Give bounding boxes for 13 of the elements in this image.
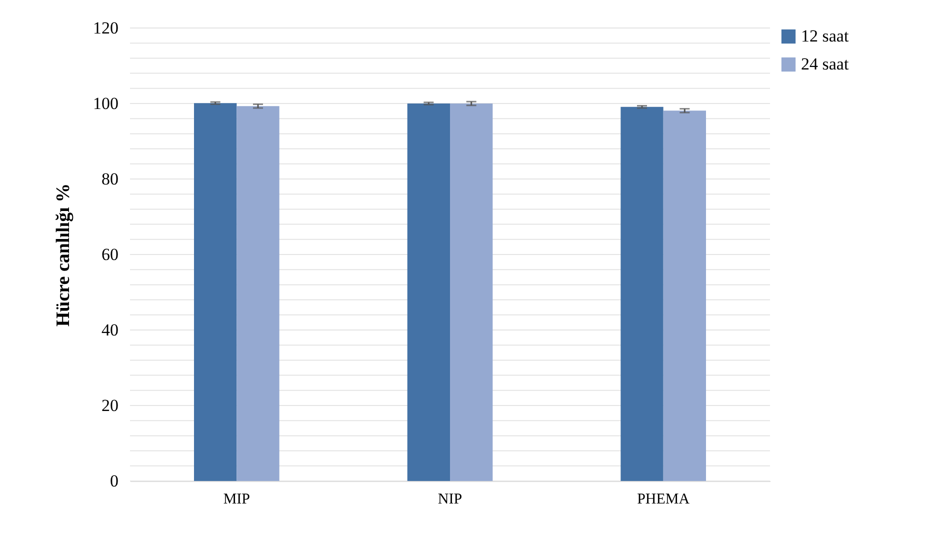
legend-label: 12 saat — [801, 26, 849, 46]
x-tick-label: PHEMA — [637, 492, 690, 508]
y-tick-label: 120 — [93, 18, 118, 38]
y-tick-label: 60 — [102, 245, 118, 264]
y-tick-label: 80 — [102, 170, 118, 188]
y-tick-label: 100 — [93, 94, 118, 113]
x-tick-label: MIP — [223, 492, 250, 508]
y-tick-label: 20 — [102, 396, 118, 415]
y-tick-label: 0 — [110, 472, 118, 490]
x-tick-label: NIP — [438, 492, 462, 508]
y-axis-title: Hücre canlılığı % — [53, 183, 74, 327]
y-tick-label: 40 — [102, 320, 118, 340]
legend-label: 24 saat — [801, 54, 849, 74]
